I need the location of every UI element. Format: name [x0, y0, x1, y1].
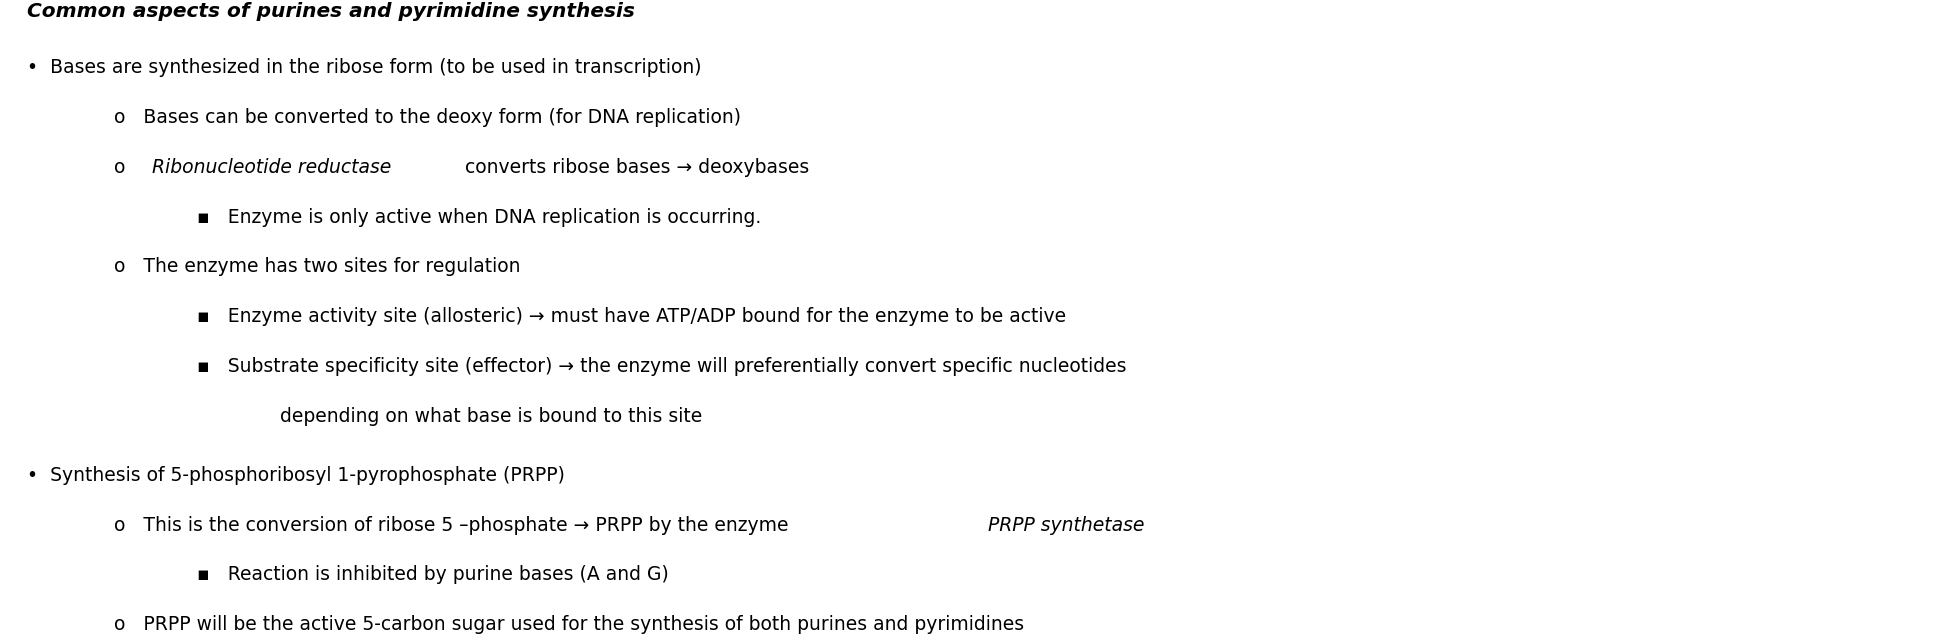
Text: o   The enzyme has two sites for regulation: o The enzyme has two sites for regulatio…	[114, 258, 521, 277]
Text: o: o	[114, 158, 143, 177]
Text: o   Bases can be converted to the deoxy form (for DNA replication): o Bases can be converted to the deoxy fo…	[114, 108, 740, 127]
Text: •  Synthesis of 5-phosphoribosyl 1-pyrophosphate (PRPP): • Synthesis of 5-phosphoribosyl 1-pyroph…	[27, 466, 566, 485]
Text: o   PRPP will be the active 5-carbon sugar used for the synthesis of both purine: o PRPP will be the active 5-carbon sugar…	[114, 615, 1025, 634]
Text: o   This is the conversion of ribose 5 –phosphate → PRPP by the enzyme: o This is the conversion of ribose 5 –ph…	[114, 516, 795, 534]
Text: Ribonucleotide reductase: Ribonucleotide reductase	[151, 158, 391, 177]
Text: ▪   Reaction is inhibited by purine bases (A and G): ▪ Reaction is inhibited by purine bases …	[198, 565, 669, 584]
Text: •  Bases are synthesized in the ribose form (to be used in transcription): • Bases are synthesized in the ribose fo…	[27, 58, 702, 77]
Text: depending on what base is bound to this site: depending on what base is bound to this …	[281, 407, 702, 426]
Text: Common aspects of purines and pyrimidine synthesis: Common aspects of purines and pyrimidine…	[27, 3, 636, 21]
Text: ▪   Enzyme activity site (allosteric) → must have ATP/ADP bound for the enzyme t: ▪ Enzyme activity site (allosteric) → mu…	[198, 307, 1066, 326]
Text: converts ribose bases → deoxybases: converts ribose bases → deoxybases	[459, 158, 810, 177]
Text: PRPP synthetase: PRPP synthetase	[988, 516, 1145, 534]
Text: ▪   Substrate specificity site (effector) → the enzyme will preferentially conve: ▪ Substrate specificity site (effector) …	[198, 357, 1126, 376]
Text: ▪   Enzyme is only active when DNA replication is occurring.: ▪ Enzyme is only active when DNA replica…	[198, 207, 762, 226]
